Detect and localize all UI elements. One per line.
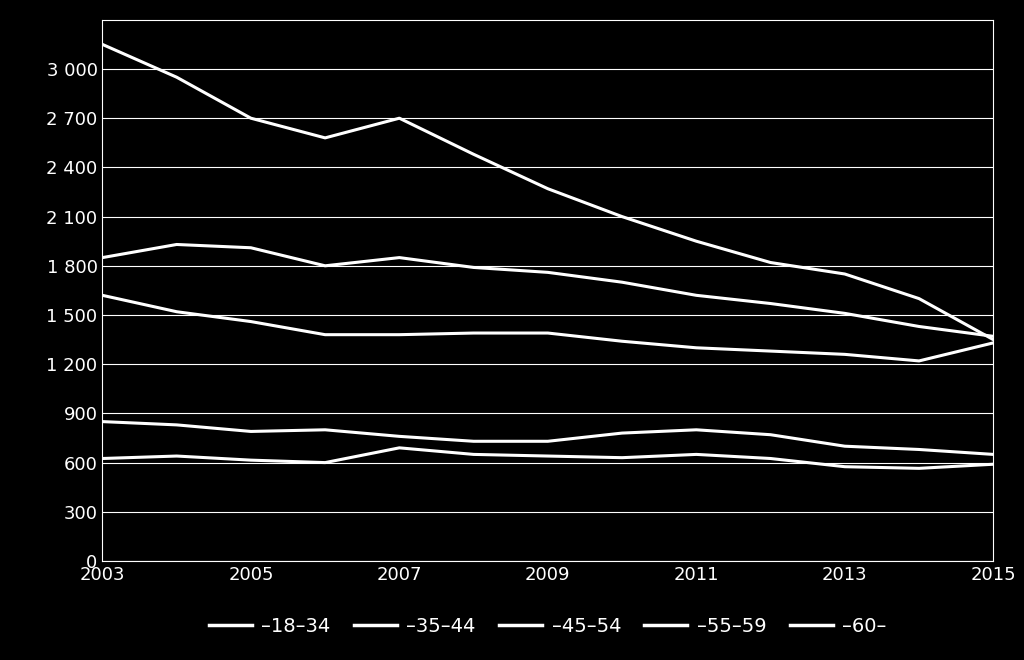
60-	[393, 444, 406, 452]
35-44	[912, 323, 925, 331]
18-34	[393, 114, 406, 122]
35-44	[245, 244, 257, 251]
55-59	[467, 438, 479, 446]
45-54	[912, 357, 925, 365]
60-	[96, 455, 109, 463]
45-54	[764, 347, 776, 355]
55-59	[245, 428, 257, 436]
55-59	[96, 418, 109, 426]
60-	[987, 460, 999, 468]
Legend: –18–34, –35–44, –45–54, –55–59, –60–: –18–34, –35–44, –45–54, –55–59, –60–	[201, 609, 895, 644]
18-34	[542, 185, 554, 193]
45-54	[467, 329, 479, 337]
55-59	[615, 429, 628, 437]
60-	[690, 450, 702, 458]
60-	[170, 452, 182, 460]
45-54	[987, 339, 999, 347]
18-34	[318, 134, 331, 142]
55-59	[542, 438, 554, 446]
45-54	[170, 308, 182, 315]
35-44	[839, 310, 851, 317]
Line: 60-: 60-	[102, 448, 993, 469]
35-44	[96, 253, 109, 261]
45-54	[839, 350, 851, 358]
35-44	[170, 240, 182, 248]
35-44	[542, 269, 554, 277]
18-34	[912, 294, 925, 302]
45-54	[542, 329, 554, 337]
Line: 18-34: 18-34	[102, 44, 993, 340]
55-59	[987, 450, 999, 458]
45-54	[318, 331, 331, 339]
60-	[245, 456, 257, 464]
18-34	[987, 336, 999, 344]
55-59	[170, 421, 182, 429]
35-44	[615, 279, 628, 286]
60-	[912, 465, 925, 473]
45-54	[245, 317, 257, 325]
55-59	[764, 431, 776, 439]
18-34	[764, 259, 776, 267]
55-59	[690, 426, 702, 434]
18-34	[170, 73, 182, 81]
18-34	[690, 237, 702, 245]
Line: 55-59: 55-59	[102, 422, 993, 454]
55-59	[839, 442, 851, 450]
Line: 35-44: 35-44	[102, 244, 993, 337]
45-54	[615, 337, 628, 345]
18-34	[245, 114, 257, 122]
45-54	[393, 331, 406, 339]
55-59	[912, 446, 925, 453]
55-59	[393, 432, 406, 440]
60-	[615, 453, 628, 461]
18-34	[467, 150, 479, 158]
18-34	[839, 270, 851, 278]
45-54	[96, 291, 109, 299]
35-44	[467, 263, 479, 271]
55-59	[318, 426, 331, 434]
35-44	[987, 333, 999, 341]
18-34	[96, 40, 109, 48]
60-	[542, 452, 554, 460]
18-34	[615, 213, 628, 220]
60-	[467, 450, 479, 458]
45-54	[690, 344, 702, 352]
60-	[839, 463, 851, 471]
35-44	[393, 253, 406, 261]
35-44	[764, 300, 776, 308]
60-	[764, 455, 776, 463]
60-	[318, 459, 331, 467]
35-44	[690, 291, 702, 299]
Line: 45-54: 45-54	[102, 295, 993, 361]
35-44	[318, 262, 331, 270]
